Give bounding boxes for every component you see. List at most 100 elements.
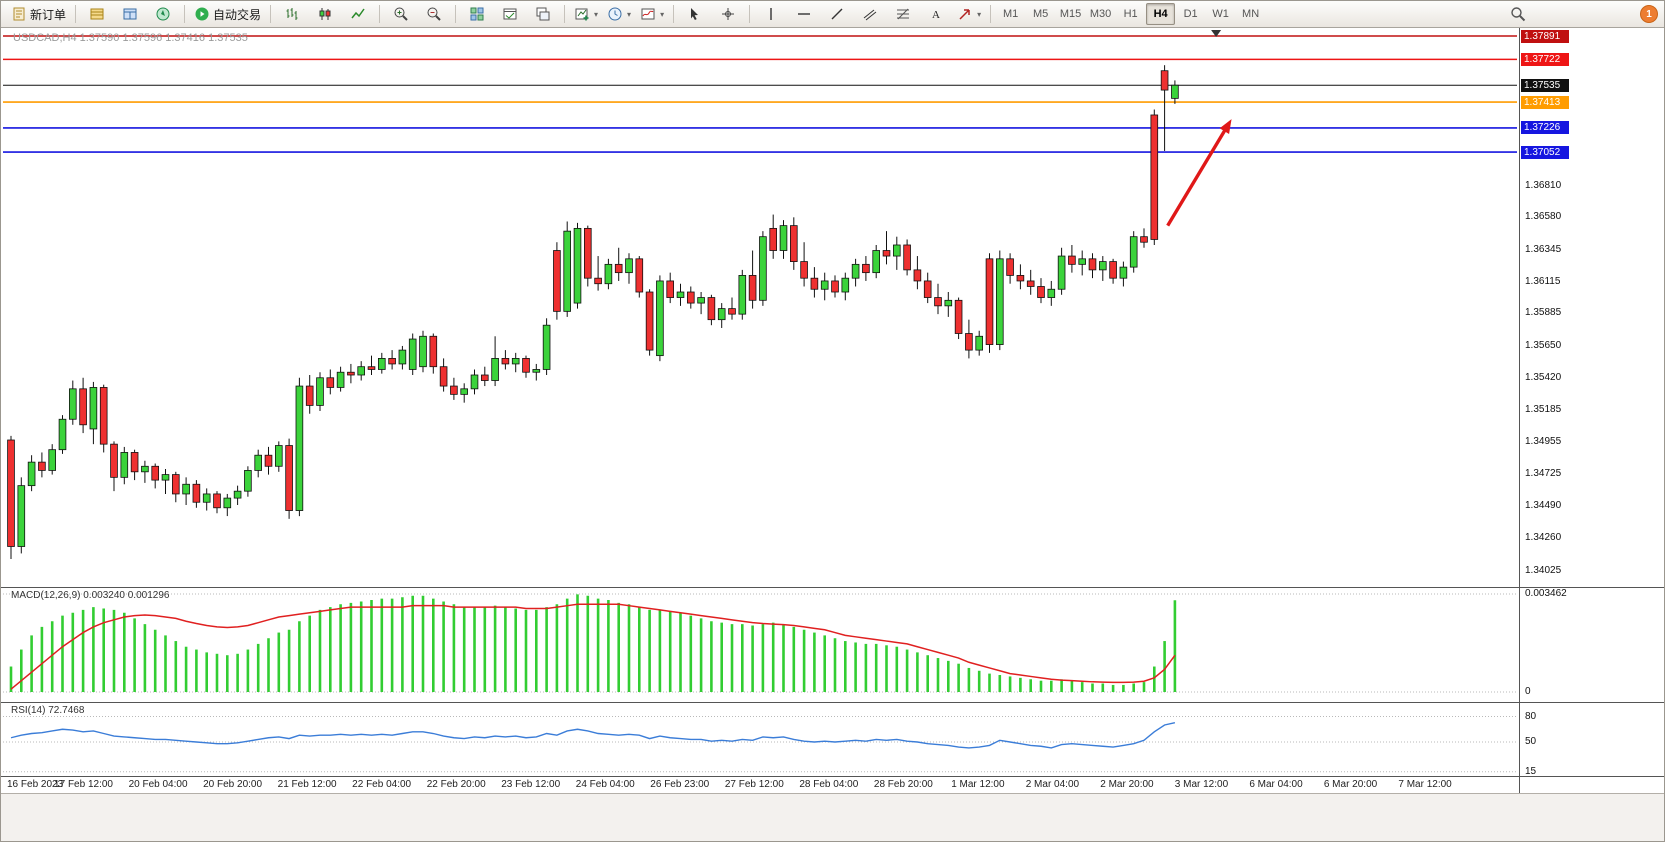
time-label: 26 Feb 23:00 — [650, 779, 710, 790]
candle-body — [79, 388, 87, 426]
market-watch-button[interactable] — [81, 2, 113, 26]
candle-body — [1150, 114, 1159, 240]
timeframe-h4-button[interactable]: H4 — [1146, 3, 1176, 25]
timeframe-d1-button[interactable]: D1 — [1183, 8, 1198, 20]
candle-body — [965, 333, 973, 351]
timeframe-h1-button[interactable]: H1 — [1123, 8, 1138, 20]
chevron-down-icon: ▾ — [594, 9, 599, 19]
pane-separator[interactable] — [1, 587, 1664, 588]
candle-body — [656, 280, 664, 357]
candle-chart-mode-button[interactable] — [309, 2, 341, 26]
candle-body — [1006, 258, 1014, 276]
candlestick-chart[interactable] — [1, 28, 1519, 776]
auto-trading-label: 自动交易 — [213, 7, 262, 22]
candle-body — [728, 308, 736, 315]
new-order-button[interactable]: 新订单 — [7, 2, 70, 26]
candle-body — [27, 461, 36, 487]
candle-body — [563, 230, 571, 312]
zoom-in-icon — [394, 7, 408, 21]
time-label: 7 Mar 12:00 — [1398, 779, 1452, 790]
timeframe-m1-button[interactable]: M1 — [1002, 8, 1019, 20]
arrange-windows-button[interactable] — [494, 2, 526, 26]
candle-body — [99, 387, 108, 445]
cursor-tool-button[interactable] — [679, 2, 711, 26]
trendline-tool-button[interactable] — [821, 2, 853, 26]
toolbar: 新订单 自动交易 ▾ ▾ ▾ A ▾ M1 M5 M15 M30 H1 H4 D1 W1 MN 1 — [1, 1, 1664, 28]
candle-body — [738, 275, 747, 315]
navigator-button[interactable] — [147, 2, 179, 26]
candle-body — [429, 335, 438, 368]
time-label: 21 Feb 12:00 — [277, 779, 337, 790]
candle-body — [573, 227, 582, 304]
candle-body — [285, 445, 293, 511]
tline-icon — [831, 8, 843, 20]
zoom-in-button[interactable] — [385, 2, 417, 26]
chart-area[interactable]: 1.37891 1.37722 1.37535 1.37413 1.37226 1.370… — [1, 28, 1664, 841]
candle-body — [151, 465, 160, 481]
auto-trading-button[interactable]: 自动交易 — [190, 2, 265, 26]
pane-separator[interactable] — [1, 702, 1664, 703]
candle-body — [1088, 258, 1097, 271]
chart-shift-marker[interactable] — [1211, 30, 1222, 37]
tile-windows-button[interactable] — [461, 2, 493, 26]
candle-body — [450, 385, 458, 395]
text-tool-button[interactable]: A — [920, 2, 952, 26]
candle-body — [58, 418, 67, 451]
candle-body — [419, 335, 427, 368]
candle-body — [223, 497, 232, 509]
search-button[interactable] — [1502, 2, 1534, 26]
fibonacci-tool-button[interactable] — [887, 2, 919, 26]
timeframe-m15-button[interactable]: M15 — [1059, 8, 1082, 20]
fibo-icon — [897, 8, 910, 20]
timeframe-mn-button[interactable]: MN — [1242, 8, 1260, 20]
candle-body — [110, 443, 118, 478]
candle-body — [1078, 258, 1087, 265]
timeframe-w1-button[interactable]: W1 — [1212, 8, 1229, 20]
indicators-list-button[interactable]: ▾ — [636, 2, 668, 26]
time-label: 24 Feb 04:00 — [575, 779, 635, 790]
candle-body — [130, 452, 139, 473]
time-axis[interactable]: 16 Feb 2023 17 Feb 12:00 20 Feb 04:00 20 Fe… — [1, 777, 1519, 793]
bar-chart-mode-button[interactable] — [276, 2, 308, 26]
candle-body — [1057, 255, 1066, 290]
channel-tool-button[interactable] — [854, 2, 886, 26]
timeframe-m30-button[interactable]: M30 — [1089, 8, 1112, 20]
line-chart-mode-button[interactable] — [342, 2, 374, 26]
candle-body — [779, 225, 788, 251]
candle-body — [635, 258, 644, 293]
candle-body — [17, 485, 26, 547]
time-label: 6 Mar 04:00 — [1249, 779, 1303, 790]
candle-body — [985, 258, 994, 345]
crosshair-tool-button[interactable] — [712, 2, 744, 26]
cascade-windows-button[interactable] — [527, 2, 559, 26]
candle-body — [141, 465, 149, 473]
trend-arrow[interactable] — [1166, 125, 1229, 227]
candle-body — [336, 371, 345, 388]
arrows-tool-button[interactable]: ▾ — [953, 2, 985, 26]
zoom-out-button[interactable] — [418, 2, 450, 26]
candle-body — [439, 366, 448, 387]
horizontal-line-tool-button[interactable] — [788, 2, 820, 26]
vertical-line-tool-button[interactable] — [755, 2, 787, 26]
candle-body — [398, 349, 407, 365]
pane-separator — [1, 776, 1664, 777]
period-selector-button[interactable]: ▾ — [603, 2, 635, 26]
candle-body — [511, 358, 520, 365]
candle-body — [831, 280, 839, 293]
candle-body — [759, 236, 767, 301]
time-label: 17 Feb 12:00 — [54, 779, 113, 790]
data-window-button[interactable] — [114, 2, 146, 26]
candle-body — [553, 250, 561, 312]
toolbar-separator — [455, 5, 457, 23]
timeframe-m5-button[interactable]: M5 — [1032, 8, 1049, 20]
candle-body — [357, 366, 365, 376]
new-chart-button[interactable]: ▾ — [570, 2, 602, 26]
toolbar-separator — [990, 5, 992, 23]
notification-badge[interactable]: 1 — [1640, 5, 1658, 23]
win2-icon — [536, 7, 550, 21]
candle-body — [233, 490, 242, 499]
trend-arrow-head[interactable] — [1219, 119, 1232, 134]
chevron-down-icon: ▾ — [660, 9, 665, 19]
candle-body — [676, 291, 685, 298]
candle-body — [1119, 266, 1128, 279]
